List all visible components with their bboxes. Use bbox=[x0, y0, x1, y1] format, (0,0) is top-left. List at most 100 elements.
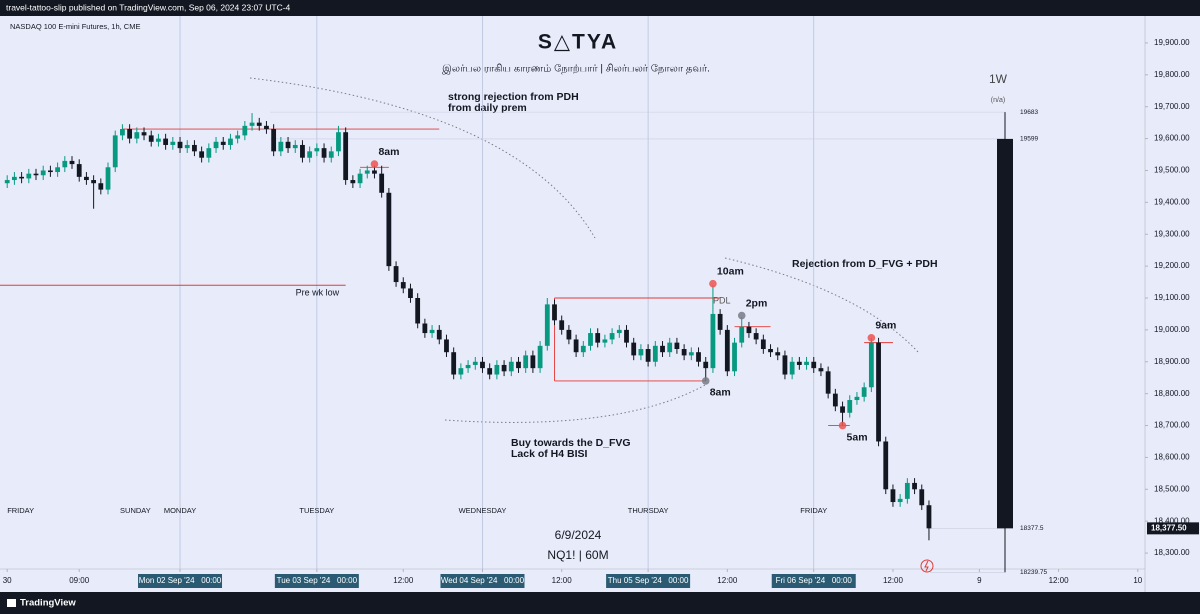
weekly-value: 19683 bbox=[1020, 109, 1038, 116]
y-tick-label: 19,800.00 bbox=[1154, 70, 1190, 79]
brand-logo bbox=[7, 599, 16, 607]
candle-body bbox=[156, 138, 161, 142]
candle-body bbox=[314, 148, 320, 152]
candle-body bbox=[364, 170, 370, 174]
candle-body bbox=[321, 148, 327, 158]
y-tick-label: 19,200.00 bbox=[1154, 261, 1190, 270]
candle-body bbox=[825, 371, 831, 394]
candle-body bbox=[487, 368, 493, 375]
candle-body bbox=[624, 329, 629, 343]
annotation: Rejection from D_FVG + PDH bbox=[792, 258, 938, 270]
candle-body bbox=[804, 361, 809, 365]
marker-label: 9am bbox=[875, 320, 896, 332]
candle-body bbox=[566, 329, 572, 340]
candle-body bbox=[120, 129, 125, 136]
candle-body bbox=[739, 326, 745, 343]
x-tick-box bbox=[606, 574, 691, 588]
candle-body bbox=[271, 129, 277, 152]
x-tick-label: Thu 05 Sep '24 00:00 bbox=[608, 576, 689, 585]
candle-body bbox=[264, 125, 269, 130]
weekly-value: 18377.5 bbox=[1020, 525, 1044, 532]
candle-body bbox=[818, 368, 824, 372]
candle-body bbox=[868, 342, 874, 388]
x-tick-label: 12:00 bbox=[1049, 576, 1070, 585]
candle-body bbox=[55, 167, 61, 173]
symbol: NASDAQ 100 E-mini Futures, 1h, CME bbox=[10, 22, 140, 31]
curve bbox=[724, 257, 919, 353]
candle-body bbox=[357, 173, 363, 184]
candle-body bbox=[904, 482, 910, 499]
x-tick-label: 12:00 bbox=[717, 576, 738, 585]
candle-body bbox=[40, 170, 46, 176]
session-label: FRIDAY bbox=[800, 506, 827, 515]
candle-body bbox=[206, 148, 212, 158]
candle-body bbox=[415, 298, 421, 324]
candle-body bbox=[645, 349, 651, 362]
x-tick-label: 12:00 bbox=[393, 576, 414, 585]
marker-label: 8am bbox=[710, 387, 731, 399]
candle-body bbox=[717, 313, 723, 330]
candle-body bbox=[847, 400, 853, 413]
curve bbox=[444, 384, 706, 423]
candle-body bbox=[69, 160, 75, 165]
x-tick-label: 10 bbox=[1133, 576, 1142, 585]
candle-body bbox=[494, 364, 500, 375]
candle-body bbox=[674, 342, 680, 350]
footer-date: 6/9/2024 bbox=[555, 528, 602, 542]
candle-body bbox=[235, 135, 241, 139]
candle-body bbox=[436, 329, 442, 340]
header-bar bbox=[0, 0, 1200, 16]
candle-body bbox=[883, 441, 889, 490]
candle-body bbox=[91, 180, 97, 184]
candle-body bbox=[811, 361, 817, 369]
event-icon[interactable] bbox=[920, 559, 934, 573]
candle-body bbox=[256, 122, 262, 126]
candle-body bbox=[228, 138, 233, 145]
candle-body bbox=[33, 173, 39, 176]
candle-body bbox=[350, 180, 356, 184]
candle-body bbox=[84, 176, 89, 181]
session-label: SUNDAY bbox=[120, 506, 151, 515]
candle-body bbox=[170, 141, 176, 145]
candle-body bbox=[897, 498, 903, 503]
weekly-body bbox=[997, 138, 1013, 529]
weekly-value: 19599 bbox=[1020, 136, 1038, 143]
candle-body bbox=[710, 313, 716, 369]
candle-body bbox=[667, 342, 673, 353]
candle-body bbox=[508, 361, 514, 372]
y-tick-label: 19,600.00 bbox=[1154, 134, 1190, 143]
candle-body bbox=[746, 326, 752, 334]
candle-body bbox=[681, 349, 687, 356]
candle-body bbox=[105, 167, 111, 190]
candle-body bbox=[458, 368, 464, 375]
candle-body bbox=[199, 151, 205, 158]
candle-body bbox=[861, 387, 867, 397]
candle-body bbox=[588, 333, 593, 346]
candle-body bbox=[789, 361, 795, 375]
candle-body bbox=[76, 164, 82, 177]
weekly-label: 1W bbox=[989, 72, 1008, 86]
candle-body bbox=[141, 132, 147, 136]
y-tick-label: 18,500.00 bbox=[1154, 484, 1190, 493]
x-tick-label: 12:00 bbox=[883, 576, 904, 585]
marker-label: 2pm bbox=[746, 297, 768, 309]
candle-body bbox=[523, 355, 529, 369]
candle-body bbox=[840, 406, 845, 413]
candle-body bbox=[696, 352, 701, 362]
annotation: strong rejection from PDH bbox=[448, 91, 579, 103]
y-tick-label: 18,300.00 bbox=[1154, 548, 1190, 557]
x-tick-label: Wed 04 Sep '24 00:00 bbox=[441, 576, 525, 585]
candle-body bbox=[559, 320, 565, 330]
candle-body bbox=[753, 333, 759, 340]
candle-body bbox=[854, 396, 860, 401]
candle-body bbox=[501, 364, 507, 372]
candle-body bbox=[688, 352, 694, 356]
candle-body bbox=[112, 135, 118, 168]
candle-body bbox=[444, 339, 449, 353]
marker bbox=[370, 160, 379, 168]
candle-body bbox=[148, 135, 154, 142]
x-tick-label: Fri 06 Sep '24 00:00 bbox=[776, 576, 853, 585]
candle-body bbox=[184, 144, 190, 149]
candle-body bbox=[379, 173, 385, 193]
